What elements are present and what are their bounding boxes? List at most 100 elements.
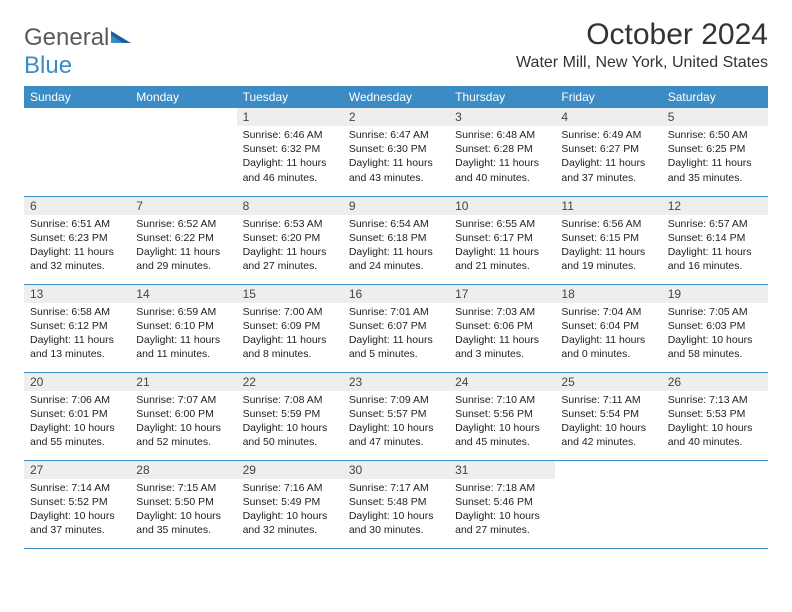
day-body: Sunrise: 6:51 AMSunset: 6:23 PMDaylight:… <box>24 215 130 278</box>
daylight-text: Daylight: 10 hours and 27 minutes. <box>455 509 549 537</box>
day-body: Sunrise: 7:07 AMSunset: 6:00 PMDaylight:… <box>130 391 236 454</box>
day-number: 11 <box>555 197 661 215</box>
sunset-text: Sunset: 6:30 PM <box>349 142 443 156</box>
day-header-row: Sunday Monday Tuesday Wednesday Thursday… <box>24 86 768 108</box>
sunset-text: Sunset: 5:49 PM <box>243 495 337 509</box>
sunset-text: Sunset: 6:03 PM <box>668 319 762 333</box>
sunrise-text: Sunrise: 6:51 AM <box>30 217 124 231</box>
day-body: Sunrise: 7:17 AMSunset: 5:48 PMDaylight:… <box>343 479 449 542</box>
title-block: October 2024 Water Mill, New York, Unite… <box>516 18 768 72</box>
sunset-text: Sunset: 6:01 PM <box>30 407 124 421</box>
day-body: Sunrise: 7:01 AMSunset: 6:07 PMDaylight:… <box>343 303 449 366</box>
day-body: Sunrise: 6:53 AMSunset: 6:20 PMDaylight:… <box>237 215 343 278</box>
day-body: Sunrise: 6:50 AMSunset: 6:25 PMDaylight:… <box>662 126 768 189</box>
calendar-cell: 27Sunrise: 7:14 AMSunset: 5:52 PMDayligh… <box>24 460 130 548</box>
day-body: Sunrise: 6:59 AMSunset: 6:10 PMDaylight:… <box>130 303 236 366</box>
sunrise-text: Sunrise: 6:53 AM <box>243 217 337 231</box>
calendar-table: Sunday Monday Tuesday Wednesday Thursday… <box>24 86 768 549</box>
calendar-cell: 8Sunrise: 6:53 AMSunset: 6:20 PMDaylight… <box>237 196 343 284</box>
day-number: 16 <box>343 285 449 303</box>
sunrise-text: Sunrise: 6:46 AM <box>243 128 337 142</box>
daylight-text: Daylight: 10 hours and 37 minutes. <box>30 509 124 537</box>
col-tuesday: Tuesday <box>237 86 343 108</box>
day-body: Sunrise: 7:08 AMSunset: 5:59 PMDaylight:… <box>237 391 343 454</box>
sunset-text: Sunset: 6:27 PM <box>561 142 655 156</box>
calendar-cell: 23Sunrise: 7:09 AMSunset: 5:57 PMDayligh… <box>343 372 449 460</box>
calendar-row: 20Sunrise: 7:06 AMSunset: 6:01 PMDayligh… <box>24 372 768 460</box>
day-number: 5 <box>662 108 768 126</box>
calendar-page: General Blue October 2024 Water Mill, Ne… <box>0 0 792 567</box>
sunrise-text: Sunrise: 7:15 AM <box>136 481 230 495</box>
calendar-cell <box>130 108 236 196</box>
daylight-text: Daylight: 10 hours and 47 minutes. <box>349 421 443 449</box>
daylight-text: Daylight: 10 hours and 55 minutes. <box>30 421 124 449</box>
flag-icon <box>111 29 133 50</box>
day-body: Sunrise: 7:15 AMSunset: 5:50 PMDaylight:… <box>130 479 236 542</box>
calendar-cell: 3Sunrise: 6:48 AMSunset: 6:28 PMDaylight… <box>449 108 555 196</box>
logo-blue: Blue <box>24 52 72 79</box>
daylight-text: Daylight: 10 hours and 50 minutes. <box>243 421 337 449</box>
day-number: 26 <box>662 373 768 391</box>
page-title: October 2024 <box>516 18 768 52</box>
calendar-cell <box>24 108 130 196</box>
calendar-cell: 16Sunrise: 7:01 AMSunset: 6:07 PMDayligh… <box>343 284 449 372</box>
calendar-cell <box>555 460 661 548</box>
sunrise-text: Sunrise: 7:18 AM <box>455 481 549 495</box>
daylight-text: Daylight: 10 hours and 45 minutes. <box>455 421 549 449</box>
daylight-text: Daylight: 10 hours and 42 minutes. <box>561 421 655 449</box>
day-number: 4 <box>555 108 661 126</box>
day-number: 3 <box>449 108 555 126</box>
calendar-cell: 30Sunrise: 7:17 AMSunset: 5:48 PMDayligh… <box>343 460 449 548</box>
sunset-text: Sunset: 5:56 PM <box>455 407 549 421</box>
day-number: 30 <box>343 461 449 479</box>
sunset-text: Sunset: 6:10 PM <box>136 319 230 333</box>
calendar-cell: 10Sunrise: 6:55 AMSunset: 6:17 PMDayligh… <box>449 196 555 284</box>
calendar-cell: 15Sunrise: 7:00 AMSunset: 6:09 PMDayligh… <box>237 284 343 372</box>
calendar-cell: 22Sunrise: 7:08 AMSunset: 5:59 PMDayligh… <box>237 372 343 460</box>
sunrise-text: Sunrise: 6:55 AM <box>455 217 549 231</box>
daylight-text: Daylight: 10 hours and 58 minutes. <box>668 333 762 361</box>
sunset-text: Sunset: 5:50 PM <box>136 495 230 509</box>
daylight-text: Daylight: 11 hours and 3 minutes. <box>455 333 549 361</box>
logo-general: General <box>24 24 109 51</box>
calendar-cell: 19Sunrise: 7:05 AMSunset: 6:03 PMDayligh… <box>662 284 768 372</box>
sunset-text: Sunset: 6:32 PM <box>243 142 337 156</box>
sunset-text: Sunset: 6:22 PM <box>136 231 230 245</box>
sunrise-text: Sunrise: 7:05 AM <box>668 305 762 319</box>
calendar-cell <box>662 460 768 548</box>
calendar-cell: 14Sunrise: 6:59 AMSunset: 6:10 PMDayligh… <box>130 284 236 372</box>
sunrise-text: Sunrise: 7:07 AM <box>136 393 230 407</box>
day-body: Sunrise: 7:00 AMSunset: 6:09 PMDaylight:… <box>237 303 343 366</box>
day-number: 6 <box>24 197 130 215</box>
sunset-text: Sunset: 6:07 PM <box>349 319 443 333</box>
sunrise-text: Sunrise: 7:11 AM <box>561 393 655 407</box>
sunset-text: Sunset: 6:25 PM <box>668 142 762 156</box>
sunrise-text: Sunrise: 7:01 AM <box>349 305 443 319</box>
daylight-text: Daylight: 10 hours and 30 minutes. <box>349 509 443 537</box>
sunset-text: Sunset: 6:04 PM <box>561 319 655 333</box>
header: General Blue October 2024 Water Mill, Ne… <box>24 18 768 80</box>
sunrise-text: Sunrise: 7:04 AM <box>561 305 655 319</box>
daylight-text: Daylight: 11 hours and 35 minutes. <box>668 156 762 184</box>
sunrise-text: Sunrise: 6:54 AM <box>349 217 443 231</box>
calendar-cell: 17Sunrise: 7:03 AMSunset: 6:06 PMDayligh… <box>449 284 555 372</box>
sunrise-text: Sunrise: 7:06 AM <box>30 393 124 407</box>
day-number: 12 <box>662 197 768 215</box>
day-number: 2 <box>343 108 449 126</box>
col-friday: Friday <box>555 86 661 108</box>
daylight-text: Daylight: 11 hours and 32 minutes. <box>30 245 124 273</box>
day-number: 10 <box>449 197 555 215</box>
daylight-text: Daylight: 11 hours and 37 minutes. <box>561 156 655 184</box>
day-body: Sunrise: 7:09 AMSunset: 5:57 PMDaylight:… <box>343 391 449 454</box>
sunset-text: Sunset: 6:12 PM <box>30 319 124 333</box>
calendar-cell: 11Sunrise: 6:56 AMSunset: 6:15 PMDayligh… <box>555 196 661 284</box>
day-body: Sunrise: 6:54 AMSunset: 6:18 PMDaylight:… <box>343 215 449 278</box>
daylight-text: Daylight: 11 hours and 27 minutes. <box>243 245 337 273</box>
sunset-text: Sunset: 6:15 PM <box>561 231 655 245</box>
sunset-text: Sunset: 6:23 PM <box>30 231 124 245</box>
calendar-cell: 7Sunrise: 6:52 AMSunset: 6:22 PMDaylight… <box>130 196 236 284</box>
calendar-cell: 31Sunrise: 7:18 AMSunset: 5:46 PMDayligh… <box>449 460 555 548</box>
sunset-text: Sunset: 6:14 PM <box>668 231 762 245</box>
sunrise-text: Sunrise: 7:09 AM <box>349 393 443 407</box>
daylight-text: Daylight: 11 hours and 8 minutes. <box>243 333 337 361</box>
